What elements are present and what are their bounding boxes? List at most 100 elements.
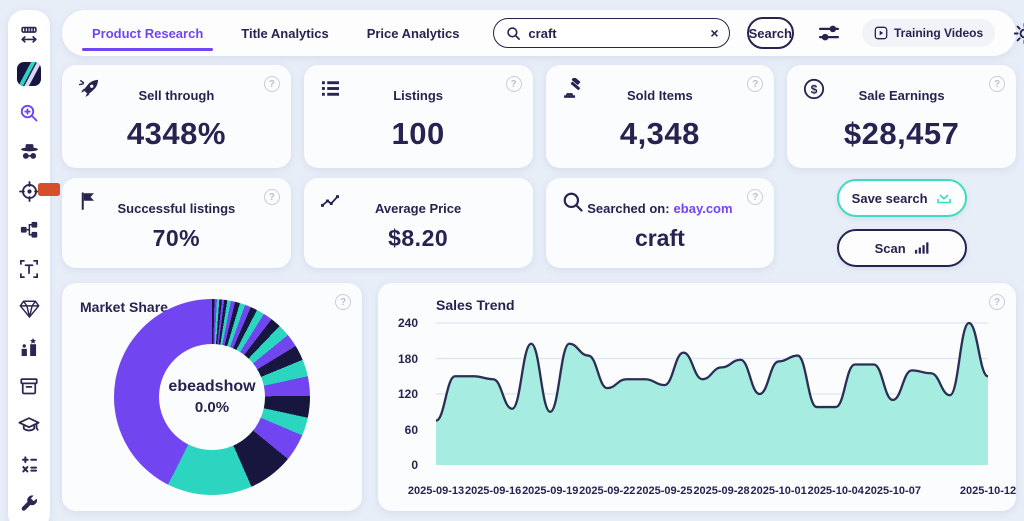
settings-button[interactable] <box>1013 22 1024 45</box>
gear-icon <box>1013 22 1024 44</box>
sales-trend-plot[interactable] <box>435 321 989 465</box>
searched-keyword: craft <box>634 225 685 251</box>
stat-value: $8.20 <box>388 225 449 251</box>
x-tick-label: 2025-10-01 <box>750 485 807 497</box>
help-icon[interactable]: ? <box>335 294 351 310</box>
sidebar-item-category-research[interactable] <box>16 178 60 204</box>
gavel-icon <box>563 78 580 98</box>
magnifier-plus-icon <box>20 104 38 122</box>
stat-card-listings: ? Listings 100 <box>303 65 533 168</box>
signal-bars-icon <box>914 242 929 254</box>
sidebar-item-autopilot[interactable] <box>16 295 42 321</box>
y-tick-label: 0 <box>411 458 418 472</box>
help-icon[interactable]: ? <box>989 294 1005 310</box>
search-icon <box>507 26 521 40</box>
save-download-icon <box>936 194 951 204</box>
search-input-wrap: × <box>493 18 730 48</box>
scan-label: Scan <box>874 240 906 256</box>
flag-icon <box>81 192 94 210</box>
x-axis-labels: 2025-09-13 2025-09-16 2025-09-19 2025-09-22… <box>408 485 1016 499</box>
stat-label: Sale Earnings <box>858 88 945 103</box>
tab-product-research[interactable]: Product Research <box>82 20 214 51</box>
help-icon[interactable]: ? <box>505 76 522 92</box>
sidebar-item-bulk-scanner[interactable] <box>16 217 42 243</box>
charts-row: Market Share ? ebeadshow 0.0% Sales Tren… <box>62 283 1016 511</box>
donut-center: ebeadshow 0.0% <box>159 344 265 450</box>
training-videos-label: Training Videos <box>893 26 984 40</box>
stat-value: 100 <box>391 116 445 151</box>
help-icon[interactable]: ? <box>263 76 280 92</box>
sliders-icon <box>818 25 840 41</box>
help-icon[interactable]: ? <box>263 189 280 205</box>
trend-dots-icon <box>320 195 339 207</box>
sidebar-item-competitor-research[interactable] <box>16 139 42 165</box>
stat-value: 70% <box>152 225 201 251</box>
sidebar-collapse-button[interactable] <box>16 22 42 48</box>
save-search-button[interactable]: Save search <box>836 179 967 217</box>
sidebar <box>8 10 60 521</box>
sales-trend-card: Sales Trend ? 0 60 120 180 240 2025-09-13 202… <box>378 283 1016 511</box>
x-tick-label: 2025-10-12 <box>959 485 1017 497</box>
stat-card-sell-through: ? Sell through 4348% <box>62 65 291 168</box>
stat-label: Sell through <box>138 88 215 103</box>
list-icon <box>321 81 339 96</box>
wrench-icon <box>21 495 37 511</box>
training-videos-button[interactable]: Training Videos <box>861 19 996 47</box>
x-tick-label: 2025-09-25 <box>636 485 693 497</box>
tab-title-analytics[interactable]: Title Analytics <box>237 20 332 47</box>
active-tab-indicator <box>82 47 214 51</box>
help-icon[interactable]: ? <box>747 76 764 92</box>
graduation-cap-icon <box>18 417 40 432</box>
scan-button[interactable]: Scan <box>836 229 967 267</box>
help-icon[interactable]: ? <box>989 76 1005 92</box>
stat-label: Average Price <box>375 201 462 216</box>
sidebar-item-product-research[interactable] <box>16 100 42 126</box>
search-input[interactable] <box>528 25 704 41</box>
clear-search-icon[interactable]: × <box>710 25 719 41</box>
flow-nodes-icon <box>20 221 38 238</box>
x-tick-label: 2025-09-28 <box>693 485 750 497</box>
x-tick-label: 2025-09-16 <box>464 485 522 497</box>
main-tabs: Product Research Title Analytics Price A… <box>82 20 464 51</box>
search-button[interactable]: Search <box>746 17 794 49</box>
sidebar-item-academy[interactable] <box>16 412 42 438</box>
x-tick-label: 2025-09-13 <box>407 485 465 497</box>
x-tick-label: 2025-10-07 <box>864 485 921 497</box>
sidebar-item-title-builder[interactable] <box>16 256 42 282</box>
market-share-donut[interactable]: ebeadshow 0.0% <box>114 299 310 495</box>
stat-label: Sold Items <box>627 88 693 103</box>
filters-icon[interactable] <box>818 22 840 44</box>
svg-text:$: $ <box>811 82 818 96</box>
stat-card-searched-on: ? Searched on: ebay.com craft <box>545 178 775 268</box>
search-icon <box>563 192 583 212</box>
tab-price-analytics[interactable]: Price Analytics <box>363 20 464 47</box>
play-video-icon <box>874 26 888 40</box>
stats-row-2: ? Successful listings 70% Average Price … <box>62 178 1016 268</box>
sidebar-item-tools[interactable] <box>16 490 42 516</box>
help-icon[interactable]: ? <box>747 189 764 205</box>
stat-card-sold-items: ? Sold Items 4,348 <box>545 65 775 168</box>
stat-label: Successful listings <box>117 201 236 216</box>
y-tick-label: 120 <box>397 387 418 401</box>
sidebar-item-saved-products[interactable] <box>16 373 42 399</box>
x-tick-label: 2025-09-19 <box>522 485 579 497</box>
x-tick-label: 2025-10-04 <box>807 485 864 497</box>
podium-star-icon <box>21 337 36 356</box>
tab-label: Title Analytics <box>241 25 329 41</box>
stat-card-sale-earnings: $ ? Sale Earnings $28,457 <box>787 65 1016 168</box>
area-chart <box>435 321 989 465</box>
diamond-icon <box>18 300 40 318</box>
stat-value: $28,457 <box>843 116 960 151</box>
save-search-label: Save search <box>851 190 928 206</box>
sidebar-item-home[interactable] <box>16 61 42 87</box>
searched-on-line: Searched on: ebay.com <box>558 201 763 216</box>
searched-site-link[interactable]: ebay.com <box>673 201 733 216</box>
sales-trend-title: Sales Trend <box>436 297 515 313</box>
y-tick-label: 180 <box>397 351 418 366</box>
market-share-title: Market Share <box>80 299 168 315</box>
sidebar-item-best-sellers[interactable] <box>16 334 42 360</box>
sidebar-item-calculator[interactable] <box>16 451 42 477</box>
tab-label: Price Analytics <box>366 25 460 41</box>
stat-value: 4,348 <box>619 116 700 151</box>
